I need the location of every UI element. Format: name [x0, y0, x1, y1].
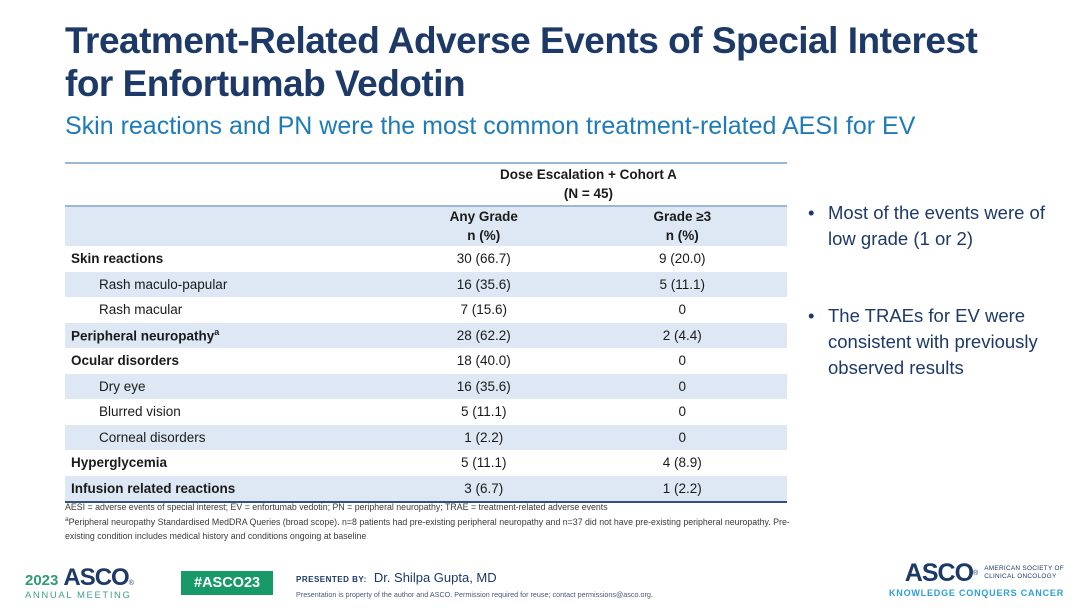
footnote-marker: a	[65, 515, 69, 523]
table-row-peripheral-neuropathy: Peripheral neuropathya 28 (62.2) 2 (4.4)	[65, 322, 787, 348]
row-label: Rash macular	[99, 302, 183, 318]
row-label: Peripheral neuropathya	[71, 327, 220, 344]
grade-ge3-value: 1 (2.2)	[577, 475, 787, 503]
registered-mark-icon: ®	[128, 580, 134, 587]
any-grade-value: 5 (11.1)	[460, 455, 507, 471]
table-row-dry-eye: Dry eye 16 (35.6) 0	[65, 373, 787, 399]
row-label: Skin reactions	[71, 251, 164, 267]
presenter-block: PRESENTED BY: Dr. Shilpa Gupta, MD Prese…	[296, 570, 653, 599]
grade-ge3-value: 5 (11.1)	[659, 276, 706, 292]
any-grade-value: 3 (6.7)	[389, 475, 578, 503]
footnote-marker: a	[214, 327, 220, 337]
group-header-cell: Dose Escalation + Cohort A (N = 45)	[389, 162, 787, 207]
grade-ge3-value: 0	[678, 302, 687, 318]
group-header-spacer	[65, 162, 390, 207]
meeting-year: 2023	[25, 572, 59, 589]
row-label: Ocular disorders	[71, 353, 180, 369]
grade-ge3-value: 4 (8.9)	[662, 455, 702, 471]
society-name-line2: CLINICAL ONCOLOGY	[984, 573, 1057, 581]
table-group-header-row: Dose Escalation + Cohort A (N = 45)	[65, 162, 787, 207]
grade-ge3-value: 9 (20.0)	[659, 251, 706, 267]
row-label: Infusion related reactions	[65, 475, 390, 503]
knowledge-tagline: KNOWLEDGE CONQUERS CANCER	[888, 587, 1064, 598]
asco-wordmark: ASCO	[904, 559, 974, 587]
grade-ge3-value: 0	[678, 404, 687, 420]
table-row-ocular-disorders: Ocular disorders 18 (40.0) 0	[65, 348, 787, 374]
any-grade-value: 30 (66.7)	[456, 251, 511, 267]
bullet-item-low-grade: Most of the events were of low grade (1 …	[806, 200, 1068, 253]
table-row-skin-reactions: Skin reactions 30 (66.7) 9 (20.0)	[65, 246, 787, 272]
asco-annual-meeting-logo: 2023 ASCO ® ANNUAL MEETING	[25, 564, 134, 601]
presented-by-label: PRESENTED BY:	[296, 575, 367, 584]
aesi-table-container: Dose Escalation + Cohort A (N = 45) Any …	[65, 162, 787, 503]
table-row-blurred-vision: Blurred vision 5 (11.1) 0	[65, 399, 787, 425]
any-grade-value: 1 (2.2)	[464, 429, 504, 445]
any-grade-value: 16 (35.6)	[456, 276, 511, 292]
annual-meeting-label: ANNUAL MEETING	[25, 590, 132, 601]
table-row-hyperglycemia: Hyperglycemia 5 (11.1) 4 (8.9)	[65, 450, 787, 476]
any-grade-value: 28 (62.2)	[456, 327, 511, 343]
bullet-item-consistent-results: The TRAEs for EV were consistent with pr…	[806, 303, 1068, 382]
row-label: Rash maculo-papular	[99, 276, 228, 292]
slide-subtitle: Skin reactions and PN were the most comm…	[65, 112, 916, 140]
footnote-peripheral-neuropathy: aPeripheral neuropathy Standardised MedD…	[65, 515, 790, 541]
column-header-grade-ge3: Grade ≥3 n (%)	[577, 206, 787, 246]
table-row-corneal-disorders: Corneal disorders 1 (2.2) 0	[65, 424, 787, 450]
hashtag-badge: #ASCO23	[181, 571, 274, 595]
grade-ge3-value: 2 (4.4)	[662, 327, 702, 343]
asco-society-logo: ASCO ® AMERICAN SOCIETY OF CLINICAL ONCO…	[888, 559, 1064, 598]
table-row-rash-macular: Rash macular 7 (15.6) 0	[65, 297, 787, 323]
aesi-table: Dose Escalation + Cohort A (N = 45) Any …	[65, 162, 787, 503]
page-title: Treatment-Related Adverse Events of Spec…	[65, 20, 978, 104]
key-points-list: Most of the events were of low grade (1 …	[806, 200, 1068, 431]
presenter-name: Dr. Shilpa Gupta, MD	[373, 570, 497, 585]
table-column-header-row: Any Grade n (%) Grade ≥3 n (%)	[65, 206, 787, 246]
footnote-abbreviations: AESI = adverse events of special interes…	[65, 502, 608, 512]
asco-wordmark: ASCO	[63, 564, 129, 591]
society-name-line1: AMERICAN SOCIETY OF	[984, 565, 1064, 573]
row-label: Hyperglycemia	[71, 455, 168, 471]
grade-ge3-value: 0	[678, 429, 687, 445]
footnotes: AESI = adverse events of special interes…	[65, 500, 791, 544]
group-header-title: Dose Escalation + Cohort A	[499, 167, 677, 183]
group-header-n: (N = 45)	[563, 185, 614, 201]
row-label: Corneal disorders	[99, 429, 206, 445]
row-label: Dry eye	[99, 378, 146, 394]
table-row-infusion-related-reactions: Infusion related reactions 3 (6.7) 1 (2.…	[65, 475, 787, 503]
any-grade-value: 16 (35.6)	[456, 378, 511, 394]
any-grade-value: 5 (11.1)	[460, 404, 507, 420]
table-row-rash-maculo-papular: Rash maculo-papular 16 (35.6) 5 (11.1)	[65, 271, 787, 297]
any-grade-value: 18 (40.0)	[456, 353, 511, 369]
any-grade-value: 7 (15.6)	[460, 302, 508, 318]
row-label: Blurred vision	[99, 404, 181, 420]
grade-ge3-value: 0	[678, 378, 687, 394]
permission-disclaimer: Presentation is property of the author a…	[296, 590, 653, 599]
column-header-any-grade: Any Grade n (%)	[389, 206, 578, 246]
registered-mark-icon: ®	[973, 569, 979, 577]
column-header-spacer	[65, 206, 390, 246]
grade-ge3-value: 0	[678, 353, 687, 369]
